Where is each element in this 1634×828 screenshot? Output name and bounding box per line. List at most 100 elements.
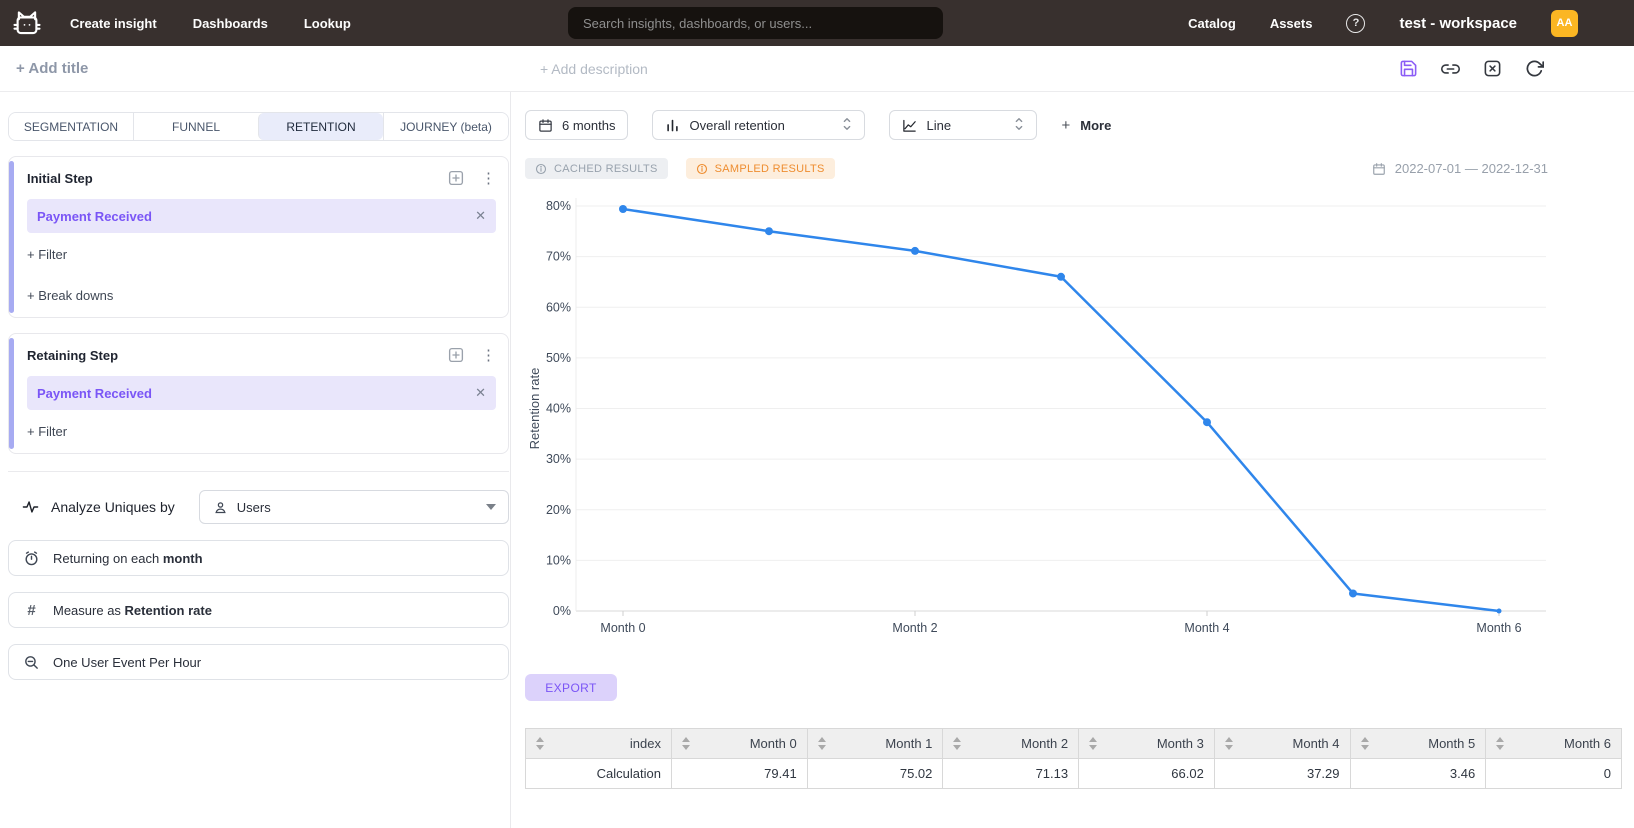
y-tick-label: 50% — [546, 351, 571, 365]
column-label: Month 1 — [885, 736, 933, 751]
step-accent-bar — [9, 338, 14, 449]
help-icon[interactable]: ? — [1346, 13, 1366, 33]
avatar[interactable]: AA — [1551, 9, 1578, 37]
step-action-filter[interactable]: + Filter — [27, 247, 68, 262]
data-point[interactable] — [911, 246, 919, 255]
option-label: Measure as Retention rate — [53, 602, 212, 618]
nav-item-catalog[interactable]: Catalog — [1188, 15, 1236, 31]
tab-funnel[interactable]: FUNNEL — [133, 113, 258, 140]
badge-sampled-results: SAMPLED RESULTS — [685, 158, 835, 179]
close-icon[interactable]: ✕ — [475, 208, 486, 223]
add-description-button[interactable]: + Add description — [540, 60, 648, 77]
save-icon[interactable] — [1399, 59, 1418, 78]
option-returning-on-each-month[interactable]: Returning on each month — [8, 540, 509, 576]
table-cell: 75.02 — [806, 758, 944, 789]
chevron-down-icon — [486, 504, 496, 510]
sort-icon[interactable] — [953, 737, 962, 750]
column-label: Month 6 — [1564, 736, 1611, 751]
activity-icon — [22, 499, 39, 516]
sort-icon[interactable] — [1224, 737, 1233, 750]
link-icon[interactable] — [1441, 59, 1460, 78]
sort-icon[interactable] — [1360, 737, 1369, 750]
sort-icon[interactable] — [817, 737, 826, 750]
nav-item-assets[interactable]: Assets — [1269, 15, 1313, 31]
data-point[interactable] — [1203, 418, 1211, 427]
table-row: Calculation 79.41 75.02 71.13 66.02 37.29 3.46… — [525, 758, 1622, 789]
add-event-icon[interactable] — [447, 169, 465, 187]
global-search — [568, 7, 943, 39]
step-card-retaining-step: Retaining Step ⋮ Payment Received ✕ + Filter — [8, 333, 509, 454]
calendar-icon — [1372, 162, 1386, 176]
add-title-button[interactable]: + Add title — [16, 60, 89, 77]
results-table: index Month 0 Month 1 Month 2 Month 3 Month 4… — [525, 728, 1622, 789]
nav-item-create-insight[interactable]: Create insight — [70, 15, 157, 31]
insight-header: + Add title + Add description — [0, 46, 1634, 92]
insight-type-tabs: SEGMENTATION FUNNEL RETENTION JOURNEY (beta… — [8, 112, 509, 141]
insight-actions — [1399, 59, 1544, 78]
analyze-uniques-row: Analyze Uniques by Users — [8, 490, 509, 524]
metric-select[interactable]: Overall retention — [652, 110, 866, 140]
column-header-month-1[interactable]: Month 1 — [806, 728, 944, 759]
kebab-menu-icon[interactable]: ⋮ — [481, 169, 496, 187]
data-point[interactable] — [619, 204, 627, 213]
column-label: Month 0 — [749, 736, 797, 751]
column-header-month-3[interactable]: Month 3 — [1078, 728, 1215, 759]
date-window-label: 6 months — [562, 117, 616, 133]
y-tick-label: 0% — [553, 604, 571, 618]
more-button[interactable]: + More — [1061, 117, 1111, 134]
sort-icon[interactable] — [682, 737, 690, 750]
retention-options: Returning on each month # Measure as Reten… — [8, 540, 509, 680]
step-title: Retaining Step — [27, 347, 119, 363]
chart-type-select[interactable]: Line — [889, 110, 1038, 140]
table-cell: 71.13 — [942, 758, 1080, 789]
tab-segmentation[interactable]: SEGMENTATION — [9, 113, 133, 140]
calendar-icon — [538, 118, 553, 133]
date-window-button[interactable]: 6 months — [525, 110, 629, 140]
data-point[interactable] — [1496, 608, 1502, 614]
data-point[interactable] — [1057, 272, 1065, 281]
nav-item-lookup[interactable]: Lookup — [303, 15, 351, 31]
nav-left-items: Create insight Dashboards Lookup — [70, 16, 351, 31]
line-chart-icon — [902, 118, 917, 133]
clear-icon[interactable] — [1483, 59, 1502, 78]
step-action-filter[interactable]: + Filter — [27, 424, 68, 439]
column-header-month-5[interactable]: Month 5 — [1349, 728, 1487, 759]
option-one-user-event-per-hour[interactable]: One User Event Per Hour — [8, 644, 509, 680]
search-input[interactable] — [568, 7, 943, 39]
kebab-menu-icon[interactable]: ⋮ — [481, 346, 496, 364]
tab-retention[interactable]: RETENTION — [258, 113, 383, 140]
nav-item-dashboards[interactable]: Dashboards — [192, 15, 268, 31]
column-header-month-2[interactable]: Month 2 — [942, 728, 1080, 759]
option-measure-as-retention-rate[interactable]: # Measure as Retention rate — [8, 592, 509, 628]
steps-container: Initial Step ⋮ Payment Received ✕ + Filter + … — [8, 156, 509, 454]
column-label: Month 2 — [1021, 736, 1069, 751]
x-tick-label: Month 4 — [1184, 621, 1229, 635]
event-chip[interactable]: Payment Received ✕ — [27, 199, 496, 233]
plus-icon: + — [1061, 116, 1071, 134]
close-icon[interactable]: ✕ — [475, 385, 486, 400]
column-label: Month 4 — [1292, 736, 1340, 751]
data-point[interactable] — [765, 227, 773, 236]
data-point[interactable] — [1349, 589, 1357, 598]
export-button[interactable]: EXPORT — [525, 674, 617, 701]
date-range[interactable]: 2022-07-01 — 2022-12-31 — [1372, 161, 1548, 176]
tab-journey-beta[interactable]: JOURNEY (beta) — [383, 113, 508, 140]
y-tick-label: 30% — [546, 452, 571, 466]
sort-icon[interactable] — [1089, 737, 1098, 750]
sort-icon[interactable] — [536, 737, 544, 750]
step-action-break-downs[interactable]: + Break downs — [27, 288, 114, 303]
event-chip[interactable]: Payment Received ✕ — [27, 376, 496, 410]
insight-main: 6 months Overall retention — [511, 92, 1634, 828]
column-header-index[interactable]: index — [525, 728, 672, 759]
column-header-month-6[interactable]: Month 6 — [1485, 728, 1622, 759]
workspace-name[interactable]: test - workspace — [1399, 14, 1517, 32]
sort-icon[interactable] — [1496, 737, 1505, 750]
metric-select-value: Overall retention — [689, 117, 785, 133]
analyze-uniques-select[interactable]: Users — [198, 490, 509, 524]
add-event-icon[interactable] — [447, 346, 465, 364]
badges: CACHED RESULTS SAMPLED RESULTS — [525, 158, 835, 179]
column-header-month-4[interactable]: Month 4 — [1213, 728, 1351, 759]
cat-logo-icon[interactable] — [10, 6, 44, 40]
refresh-icon[interactable] — [1525, 59, 1544, 78]
column-header-month-0[interactable]: Month 0 — [671, 728, 808, 759]
